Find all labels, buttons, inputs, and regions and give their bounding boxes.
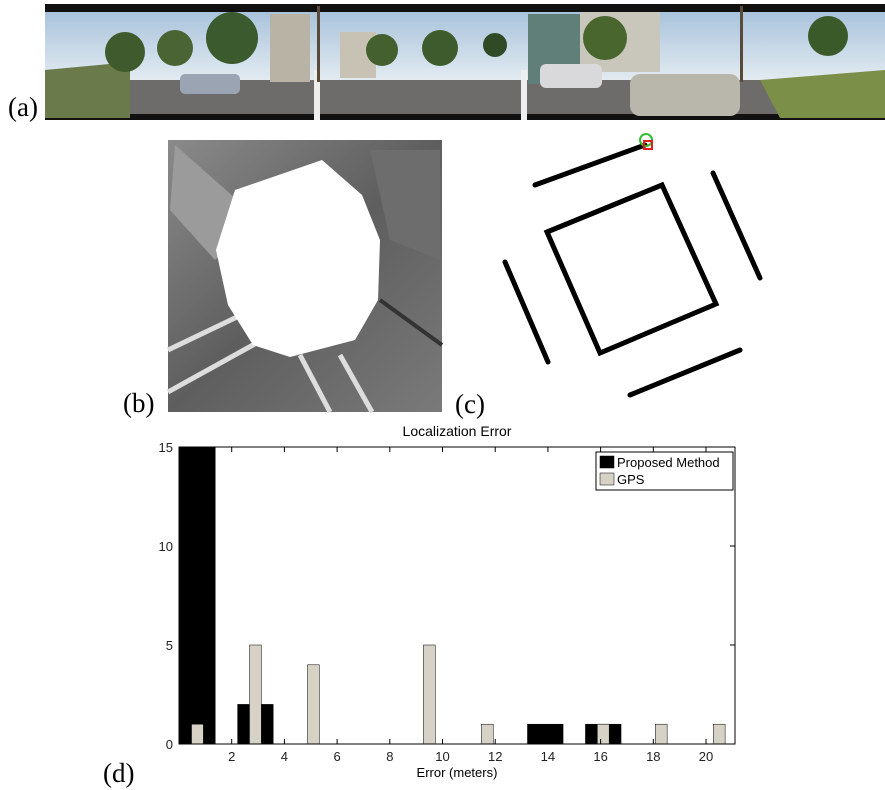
- x-tick-label: 14: [541, 749, 555, 764]
- top-down-view: [168, 140, 442, 412]
- bar: [423, 645, 435, 744]
- x-tick-label: 20: [699, 749, 713, 764]
- bars: [180, 447, 725, 744]
- plot-frame: [179, 447, 735, 744]
- legend-swatch: [600, 473, 614, 485]
- panel-label: (d): [103, 758, 134, 788]
- panel-label: (b): [123, 388, 154, 418]
- x-tick-label: 16: [593, 749, 607, 764]
- bar: [527, 724, 563, 744]
- x-tick-label: 10: [435, 749, 449, 764]
- panorama: [45, 4, 885, 120]
- bar: [481, 724, 493, 744]
- bar: [597, 724, 609, 744]
- x-tick-label: 18: [646, 749, 660, 764]
- panel-label: (a): [8, 92, 38, 122]
- legend-swatch: [600, 456, 614, 468]
- map: [505, 134, 760, 395]
- x-tick-label: 12: [488, 749, 502, 764]
- bar: [192, 724, 204, 744]
- y-tick-label: 5: [166, 638, 173, 653]
- panel-label: (c): [455, 389, 485, 419]
- x-axis-label: Error (meters): [417, 765, 498, 780]
- figure-canvas: (a) (b) (c) Localization Error Error (me…: [0, 0, 885, 790]
- x-tick-label: 6: [333, 749, 340, 764]
- bar: [180, 447, 216, 744]
- y-tick-label: 0: [166, 737, 173, 752]
- bar: [307, 665, 319, 744]
- bar: [713, 724, 725, 744]
- x-tick-label: 2: [228, 749, 235, 764]
- legend-label: Proposed Method: [617, 455, 720, 470]
- y-tick-label: 15: [159, 440, 173, 455]
- y-tick-label: 10: [159, 539, 173, 554]
- bar: [655, 724, 667, 744]
- bar: [249, 645, 261, 744]
- figure: (a) (b) (c) Localization Error Error (me…: [0, 0, 885, 790]
- legend-label: GPS: [617, 472, 645, 487]
- x-tick-label: 4: [281, 749, 288, 764]
- legend: Proposed Method GPS: [596, 452, 733, 490]
- x-tick-label: 8: [386, 749, 393, 764]
- chart-title: Localization Error: [403, 423, 512, 439]
